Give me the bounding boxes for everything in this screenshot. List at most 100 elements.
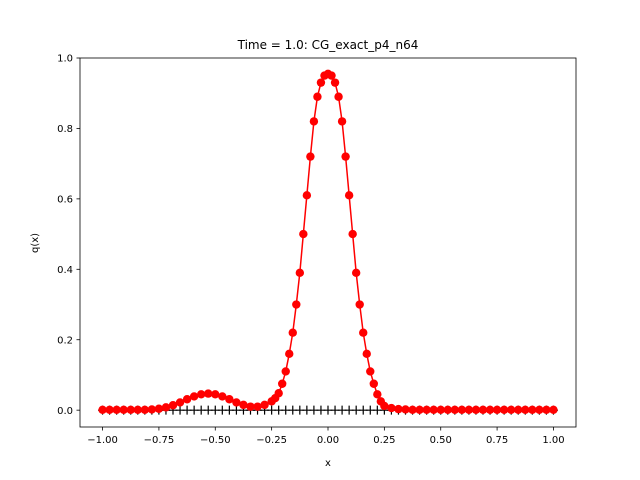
y-tick-label: 0.4 <box>57 265 73 276</box>
numerical-point <box>295 268 305 278</box>
plot-area <box>79 57 577 428</box>
numerical-point <box>161 403 171 412</box>
numerical-point <box>98 405 107 415</box>
numerical-point <box>369 379 378 388</box>
numerical-point <box>302 191 312 200</box>
numerical-point <box>154 404 164 413</box>
numerical-point <box>492 405 502 415</box>
numerical-point <box>278 379 287 388</box>
x-tick-label: −0.75 <box>144 435 175 446</box>
numerical-point <box>499 405 509 415</box>
series-numerical <box>98 69 558 415</box>
numerical-point <box>514 405 523 415</box>
numerical-point <box>394 404 403 414</box>
x-axis-ticks: −1.00 −0.75 −0.50 −0.25 0.00 0.25 0.50 0.75 1.00 <box>87 427 565 446</box>
x-tick-label: 0.50 <box>430 435 452 446</box>
numerical-point <box>112 405 121 415</box>
x-tick-label: −0.25 <box>256 435 287 446</box>
numerical-point <box>274 389 283 398</box>
numerical-point <box>288 328 297 337</box>
x-tick-label: 0.25 <box>373 435 395 446</box>
numerical-line <box>102 73 554 411</box>
numerical-point <box>337 117 347 126</box>
numerical-point <box>471 405 481 415</box>
x-tick-label: −0.50 <box>200 435 231 446</box>
numerical-point <box>313 92 322 101</box>
numerical-point <box>450 405 460 415</box>
numerical-point <box>232 398 241 407</box>
numerical-point <box>182 395 192 404</box>
x-tick-label: 0.75 <box>486 435 508 446</box>
numerical-point <box>535 405 544 415</box>
numerical-point <box>408 405 417 415</box>
numerical-point <box>119 405 128 415</box>
numerical-point <box>355 300 364 309</box>
numerical-point <box>380 401 389 411</box>
y-tick-label: 0.2 <box>57 335 73 346</box>
numerical-point <box>285 349 294 359</box>
numerical-point <box>260 400 269 410</box>
numerical-point <box>422 405 431 415</box>
numerical-point <box>246 402 255 411</box>
numerical-point <box>366 367 375 376</box>
numerical-point <box>309 117 319 126</box>
numerical-point <box>401 405 410 414</box>
chart-title: Time = 1.0: CG_exact_p4_n64 <box>237 38 419 52</box>
numerical-point <box>485 405 495 415</box>
numerical-point <box>133 405 142 415</box>
numerical-point <box>436 405 445 415</box>
y-tick-label: 0.0 <box>57 406 73 417</box>
numerical-point <box>306 152 315 161</box>
numerical-point <box>239 400 248 410</box>
numerical-point <box>316 78 326 87</box>
y-tick-label: 0.6 <box>57 194 73 205</box>
numerical-point <box>415 405 424 415</box>
numerical-point <box>457 405 467 415</box>
numerical-point <box>334 92 343 101</box>
numerical-point <box>105 405 114 415</box>
numerical-point <box>299 229 308 239</box>
numerical-point <box>348 229 357 239</box>
numerical-point <box>211 390 220 399</box>
y-axis-label: q(x) <box>30 233 41 253</box>
numerical-point <box>359 328 368 337</box>
x-tick-label: 1.00 <box>542 435 564 446</box>
numerical-point <box>362 349 371 359</box>
y-tick-label: 1.0 <box>57 54 73 65</box>
numerical-point <box>506 405 516 415</box>
numerical-point <box>429 405 438 415</box>
numerical-point <box>126 405 135 415</box>
series-layer <box>98 69 558 415</box>
x-tick-label: 0.00 <box>317 435 339 446</box>
y-tick-label: 0.8 <box>57 124 73 135</box>
numerical-point <box>281 367 290 376</box>
x-axis-label: x <box>325 458 331 469</box>
numerical-point <box>542 405 551 415</box>
numerical-point <box>204 389 213 398</box>
numerical-point <box>330 78 340 87</box>
numerical-point <box>175 398 185 407</box>
numerical-point <box>168 401 178 410</box>
numerical-point <box>443 405 452 415</box>
numerical-point <box>140 405 150 415</box>
numerical-point <box>521 405 530 415</box>
x-tick-label: −1.00 <box>87 435 118 446</box>
numerical-point <box>387 403 396 413</box>
y-axis-ticks: 0.0 0.2 0.4 0.6 0.8 1.0 <box>57 54 80 417</box>
numerical-point <box>196 390 206 399</box>
numerical-point <box>341 152 350 161</box>
numerical-point <box>373 390 382 399</box>
numerical-point <box>292 300 301 309</box>
numerical-point <box>464 405 474 415</box>
numerical-point <box>218 392 227 401</box>
axes-frame <box>79 57 577 428</box>
numerical-point <box>344 191 354 200</box>
numerical-point <box>253 402 262 411</box>
numerical-point <box>478 405 488 415</box>
numerical-point <box>225 395 234 404</box>
numerical-point <box>549 405 558 415</box>
numerical-point <box>147 405 157 414</box>
numerical-point <box>528 405 537 415</box>
numerical-point <box>327 71 336 80</box>
